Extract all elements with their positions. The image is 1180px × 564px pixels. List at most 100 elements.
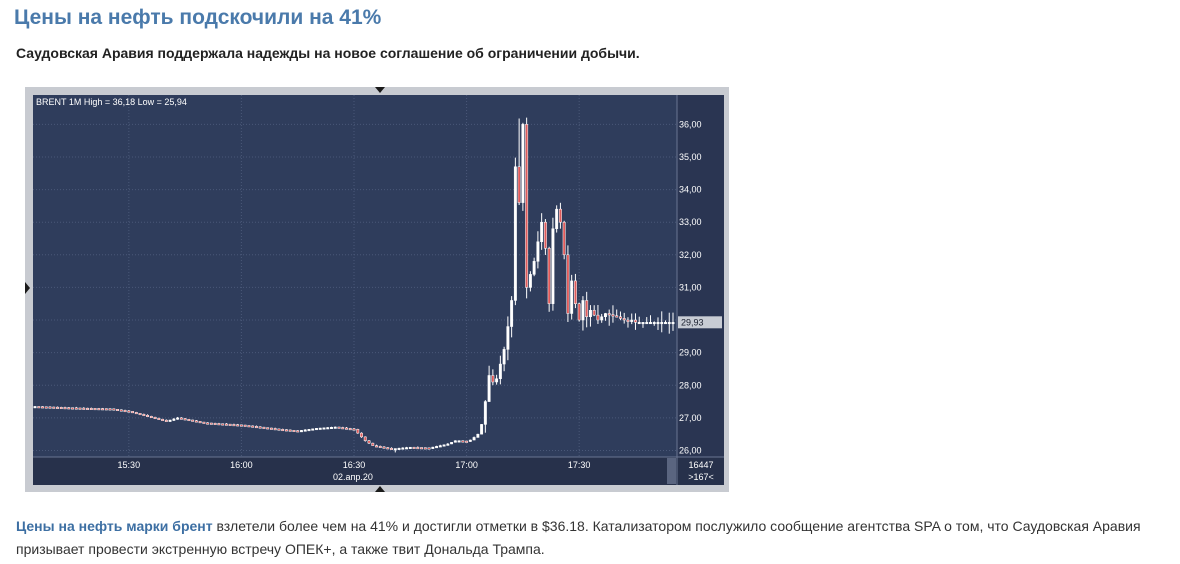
candle <box>626 317 630 328</box>
bottom-marker-icon[interactable] <box>375 486 385 492</box>
candle <box>202 421 206 424</box>
candle <box>71 407 74 410</box>
candle <box>44 406 48 409</box>
candle <box>427 447 431 450</box>
candle <box>506 316 510 361</box>
candle <box>224 423 228 426</box>
time-scrollbar[interactable] <box>667 458 676 484</box>
candle <box>108 408 112 411</box>
candle <box>495 374 499 385</box>
candle <box>300 430 303 433</box>
candle <box>146 414 150 418</box>
candle <box>510 296 514 338</box>
candle <box>472 436 476 441</box>
candle <box>397 447 401 450</box>
candle <box>67 406 71 410</box>
candle <box>378 445 382 448</box>
candle <box>476 433 480 438</box>
chart-title: BRENT 1M High = 36,18 Low = 25,94 <box>36 97 187 107</box>
candle <box>119 409 123 412</box>
candle <box>453 440 457 443</box>
candle <box>131 411 135 414</box>
candle <box>228 423 232 426</box>
top-marker-icon[interactable] <box>375 87 385 93</box>
candle <box>243 424 247 427</box>
candle <box>97 407 101 411</box>
article-body: Цены на нефть марки брент взлетели более… <box>16 515 1166 561</box>
candle <box>337 426 341 429</box>
candle <box>649 315 652 325</box>
candle <box>603 312 607 321</box>
corner-count-top: 16447 <box>688 460 713 470</box>
candle <box>187 418 191 422</box>
candle <box>465 440 469 443</box>
left-marker-icon[interactable] <box>25 282 30 294</box>
candle <box>562 220 566 260</box>
candle <box>296 430 300 433</box>
candle <box>307 429 311 432</box>
candle <box>660 311 664 333</box>
candle <box>408 446 412 449</box>
candle <box>596 304 600 324</box>
candle <box>401 447 405 450</box>
candle <box>41 406 44 409</box>
y-tick-label: 29,00 <box>679 348 702 358</box>
candle <box>318 427 322 430</box>
candle <box>581 296 585 331</box>
y-tick-label: 34,00 <box>679 185 702 195</box>
corner-count-bottom[interactable]: >167< <box>688 472 714 482</box>
candle <box>405 446 408 450</box>
candle <box>645 317 649 325</box>
candle <box>179 417 183 420</box>
x-tick-label: 16:30 <box>343 460 366 470</box>
candle <box>634 313 637 330</box>
candle <box>622 312 626 324</box>
candle <box>266 427 270 430</box>
candle <box>356 428 360 434</box>
candle <box>157 417 161 420</box>
candle <box>450 442 454 445</box>
candle <box>247 425 251 428</box>
candle <box>371 442 375 446</box>
candle <box>487 365 491 402</box>
candle <box>382 446 386 449</box>
y-tick-label: 35,00 <box>679 152 702 162</box>
candle <box>540 213 544 250</box>
candle <box>555 205 559 233</box>
candle <box>311 428 315 431</box>
candle <box>360 432 363 438</box>
candle <box>536 231 540 269</box>
candle <box>281 428 285 432</box>
candle <box>386 447 390 450</box>
candle <box>74 406 78 410</box>
candle <box>273 427 277 431</box>
candle <box>37 406 41 409</box>
candle <box>532 257 536 277</box>
candle <box>573 273 577 309</box>
candle <box>468 439 472 442</box>
brent-link[interactable]: Цены на нефть марки брент <box>16 518 213 534</box>
candle <box>348 427 352 431</box>
candle <box>161 418 165 421</box>
candle <box>326 427 330 430</box>
candle <box>206 422 210 425</box>
candle <box>89 407 93 410</box>
candle <box>168 419 172 422</box>
candle <box>172 418 176 421</box>
candle <box>607 309 611 326</box>
candle <box>435 445 439 449</box>
candle <box>446 443 450 446</box>
candle <box>588 305 592 327</box>
candle <box>116 409 120 412</box>
candle <box>528 271 532 292</box>
price-axis <box>677 95 724 457</box>
candle <box>611 305 615 323</box>
candle <box>176 416 180 420</box>
x-tick-label: 16:00 <box>230 460 253 470</box>
headline: Цены на нефть подскочили на 41% <box>14 6 382 29</box>
last-price-label: 29,93 <box>681 317 704 327</box>
y-tick-label: 26,00 <box>679 445 702 455</box>
candle <box>333 426 337 429</box>
candle <box>543 219 547 255</box>
candle <box>619 311 622 321</box>
